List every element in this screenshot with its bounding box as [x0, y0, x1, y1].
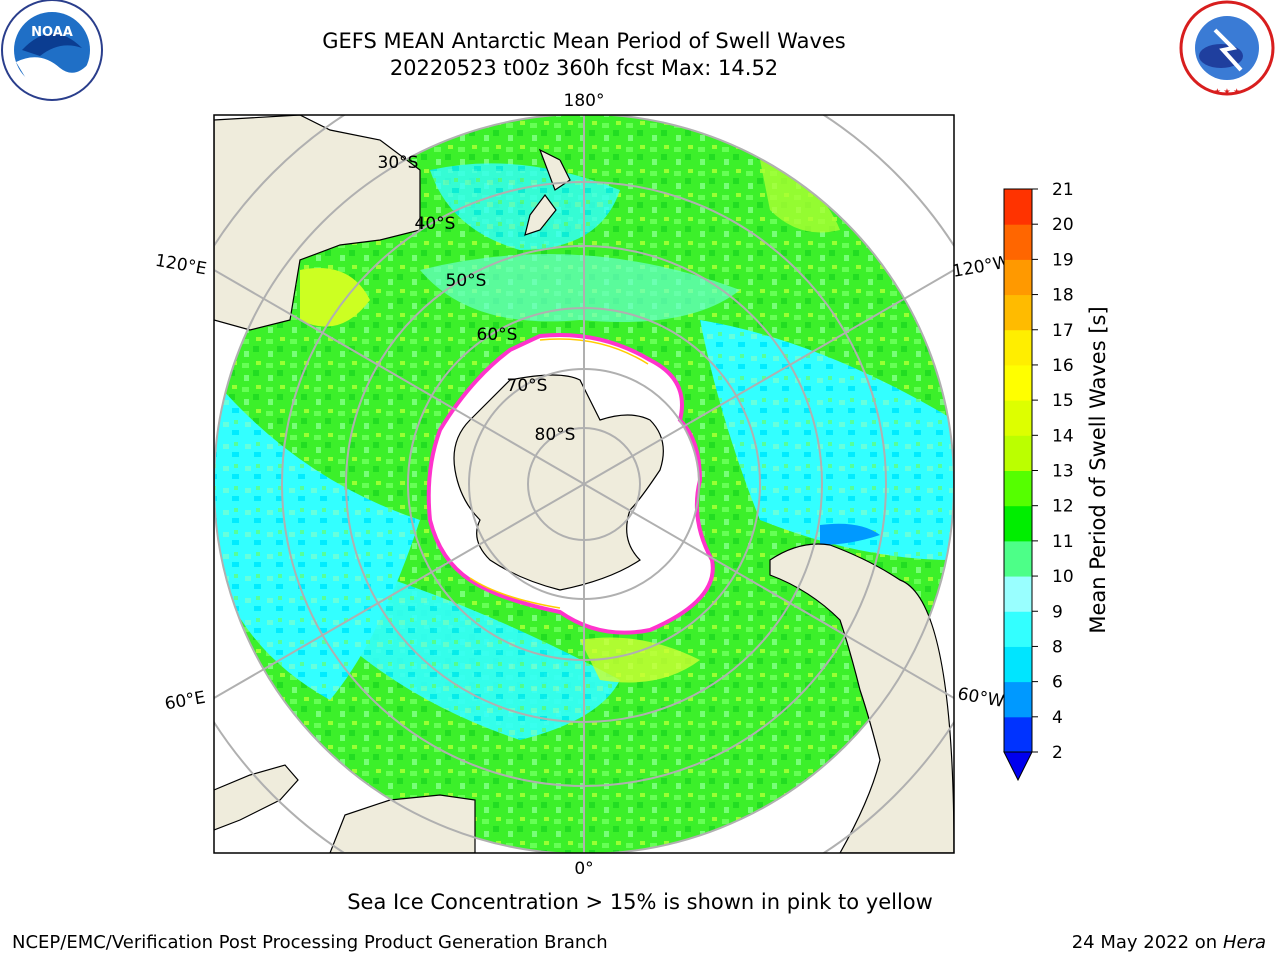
colorbar-tick-label: 15: [1052, 391, 1074, 411]
map-frame: [213, 114, 955, 854]
colorbar-tick-label: 20: [1052, 215, 1074, 235]
graticule: [214, 115, 954, 853]
south-america-landmass: [769, 543, 954, 853]
colorbar-tick-label: 14: [1052, 426, 1074, 446]
colorbar-segment: [1004, 540, 1032, 577]
colorbar-tick-label: 17: [1052, 321, 1074, 341]
lat-label-50s: 50°S: [446, 271, 487, 291]
chart-title: GEFS MEAN Antarctic Mean Period of Swell…: [322, 29, 846, 53]
australia-landmass: [214, 115, 421, 331]
colorbar-label: Mean Period of Swell Waves [s]: [1086, 306, 1110, 633]
colorbar-segment: [1004, 611, 1032, 647]
colorbar-tick-label: 12: [1052, 497, 1074, 517]
colorbar-segment: [1004, 259, 1032, 296]
colorbar-segment: [1004, 400, 1032, 436]
footer-date-text: 24 May 2022 on: [1071, 932, 1218, 953]
lat-label-80s: 80°S: [535, 425, 576, 445]
colorbar-tick-label: 2: [1052, 743, 1063, 763]
lat-label-30s: 30°S: [378, 153, 419, 173]
lon-label-60w: 60°W: [956, 684, 1006, 712]
lon-label-60e: 60°E: [163, 688, 207, 715]
colorbar-tick-label: 10: [1052, 567, 1074, 587]
colorbar-segment: [1004, 681, 1032, 718]
colorbar-tick-label: 13: [1052, 462, 1074, 482]
colorbar-extend-arrow: [1003, 751, 1033, 782]
lat-label-60s: 60°S: [477, 325, 518, 345]
noaa-logo: NOAA: [1, 0, 103, 101]
colorbar-segment: [1004, 189, 1032, 225]
colorbar-segment: [1004, 435, 1032, 471]
sea-ice-caption: Sea Ice Concentration > 15% is shown in …: [347, 890, 933, 914]
lon-label-180: 180°: [564, 91, 605, 111]
colorbar-tick-label: 9: [1052, 602, 1063, 622]
footer-credit: NCEP/EMC/Verification Post Processing Pr…: [12, 932, 608, 953]
africa-landmass: [329, 794, 476, 853]
colorbar-tick-label: 8: [1052, 637, 1063, 657]
colorbar-tick-label: 19: [1052, 250, 1074, 270]
lat-label-70s: 70°S: [507, 376, 548, 396]
colorbar-segment: [1004, 294, 1032, 331]
footer-date: 24 May 2022 on Hera: [1072, 932, 1266, 953]
colorbar-segment: [1004, 716, 1032, 753]
colorbar-segment: [1004, 470, 1032, 507]
lon-label-0: 0°: [574, 859, 593, 879]
colorbar-segment: [1004, 646, 1032, 683]
antarctica-landmass: [453, 374, 664, 591]
svg-text:★ ★ ★: ★ ★ ★: [1214, 87, 1241, 96]
new-zealand-landmass: [524, 148, 571, 236]
colorbar-segment: [1004, 576, 1032, 612]
colorbar-tick-label: 4: [1052, 708, 1063, 728]
footer-host: Hera: [1222, 932, 1266, 953]
lon-label-120w: 120°W: [951, 252, 1012, 282]
madagascar-landmass: [214, 764, 299, 831]
colorbar-segment: [1004, 329, 1032, 366]
lat-label-40s: 40°S: [415, 214, 456, 234]
colorbar-segment: [1004, 505, 1032, 542]
nws-logo: ★ ★ ★: [1179, 0, 1275, 96]
lon-label-120e: 120°E: [154, 251, 208, 280]
colorbar: 2 4 6 8 9 10 11 12 13 14 15 16 17 18 19 20 21: [1003, 180, 1074, 782]
colorbar-tick-label: 21: [1052, 180, 1074, 200]
colorbar-tick-label: 6: [1052, 673, 1063, 693]
noaa-logo-text: NOAA: [31, 25, 73, 40]
chart-subtitle: 20220523 t00z 360h fcst Max: 14.52: [389, 56, 779, 80]
colorbar-segment: [1004, 364, 1032, 401]
colorbar-segment: [1004, 224, 1032, 260]
colorbar-tick-label: 18: [1052, 286, 1074, 306]
colorbar-tick-label: 16: [1052, 356, 1074, 376]
colorbar-tick-label: 11: [1052, 532, 1074, 552]
